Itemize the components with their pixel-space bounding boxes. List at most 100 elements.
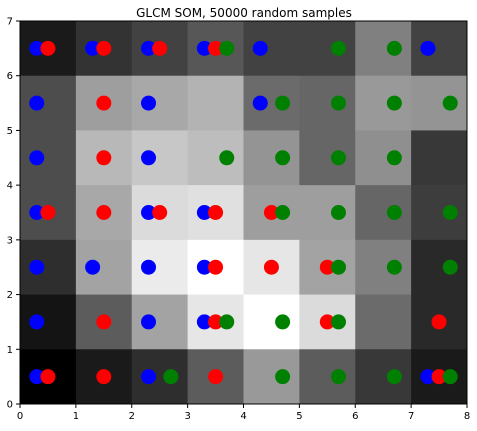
scatter-point: [196, 205, 212, 220]
scatter-point: [96, 314, 112, 330]
y-tick-label: 6: [7, 71, 13, 82]
scatter-point: [431, 369, 447, 385]
x-tick-label: 4: [240, 411, 246, 422]
scatter-point: [152, 40, 168, 56]
heatmap-cell: [187, 75, 244, 131]
scatter-point: [442, 95, 458, 111]
scatter-point: [196, 314, 212, 330]
scatter-point: [29, 40, 45, 56]
scatter-point: [196, 259, 212, 275]
scatter-point: [29, 205, 45, 220]
heatmap-cell: [243, 130, 300, 186]
heatmap-cell: [20, 130, 77, 186]
x-tick-label: 6: [352, 411, 358, 422]
scatter-point: [96, 95, 112, 111]
heatmap-cell: [355, 130, 412, 186]
scatter-point: [442, 205, 458, 220]
heatmap-cell: [299, 349, 356, 405]
scatter-point: [208, 40, 224, 56]
scatter-point: [330, 314, 346, 330]
scatter-point: [386, 40, 402, 56]
x-tick-label: 7: [408, 411, 414, 422]
scatter-point: [330, 205, 346, 220]
heatmap-cell: [243, 294, 300, 350]
heatmap-cell: [355, 75, 412, 131]
scatter-point: [141, 150, 157, 166]
scatter-point: [330, 150, 346, 166]
heatmap-cell: [131, 130, 189, 186]
scatter-point: [275, 95, 291, 111]
scatter-point: [208, 205, 224, 220]
chart-title: GLCM SOM, 50000 random samples: [136, 6, 352, 20]
scatter-point: [420, 369, 436, 385]
scatter-point: [85, 259, 101, 275]
scatter-point: [85, 40, 101, 56]
x-tick-label: 1: [73, 411, 79, 422]
scatter-point: [420, 40, 436, 56]
heatmap-cell: [411, 21, 468, 77]
heatmap-cell: [20, 294, 77, 350]
y-tick-label: 0: [7, 400, 13, 411]
y-tick-label: 4: [7, 181, 13, 192]
heatmap-cell: [299, 75, 356, 131]
scatter-point: [29, 369, 45, 385]
scatter-point: [141, 95, 157, 111]
scatter-point: [219, 150, 235, 166]
scatter-point: [219, 314, 235, 330]
scatter-point: [431, 314, 447, 330]
scatter-point: [442, 369, 458, 385]
x-tick-label: 3: [184, 411, 190, 422]
scatter-point: [319, 314, 335, 330]
scatter-point: [96, 205, 112, 220]
x-tick-label: 5: [296, 411, 302, 422]
scatter-point: [40, 205, 56, 220]
y-tick-label: 5: [7, 126, 13, 137]
scatter-point: [330, 95, 346, 111]
scatter-point: [141, 314, 157, 330]
scatter-point: [386, 150, 402, 166]
scatter-point: [141, 369, 157, 385]
heatmap-cell: [131, 349, 189, 405]
scatter-point: [152, 205, 168, 220]
x-tick-label: 2: [129, 411, 135, 422]
scatter-point: [141, 259, 157, 275]
scatter-point: [319, 259, 335, 275]
scatter-point: [208, 259, 224, 275]
heatmap-cell: [411, 239, 468, 296]
heatmap-cell: [411, 130, 468, 186]
scatter-point: [29, 314, 45, 330]
scatter-point: [29, 259, 45, 275]
scatter-point: [275, 314, 291, 330]
scatter-point: [275, 205, 291, 220]
scatter-point: [330, 40, 346, 56]
heatmap-cell: [131, 294, 189, 350]
scatter-point: [386, 95, 402, 111]
heatmap-cell: [131, 75, 189, 131]
y-tick-label: 2: [7, 290, 13, 301]
heatmap-cell: [243, 21, 300, 77]
scatter-point: [96, 40, 112, 56]
scatter-point: [330, 259, 346, 275]
heatmap-cell: [299, 185, 356, 241]
scatter-point: [275, 150, 291, 166]
heatmap-cell: [355, 185, 412, 241]
scatter-points: [29, 40, 458, 385]
scatter-point: [263, 205, 279, 220]
heatmap-cell: [411, 75, 468, 131]
scatter-point: [442, 259, 458, 275]
scatter-point: [275, 369, 291, 385]
heatmap-cell: [411, 185, 468, 241]
scatter-point: [29, 95, 45, 111]
heatmap-cell: [131, 239, 189, 296]
scatter-point: [263, 259, 279, 275]
y-tick-label: 1: [7, 345, 13, 356]
heatmap-cell: [355, 239, 412, 296]
y-axis-ticks: 0 1 2 3 4 5 6 7: [7, 17, 20, 411]
scatter-point: [29, 150, 45, 166]
heatmap-cell: [75, 239, 133, 296]
heatmap-cell: [243, 349, 300, 405]
heatmap-cell: [243, 75, 300, 131]
heatmap-cell: [20, 75, 77, 131]
